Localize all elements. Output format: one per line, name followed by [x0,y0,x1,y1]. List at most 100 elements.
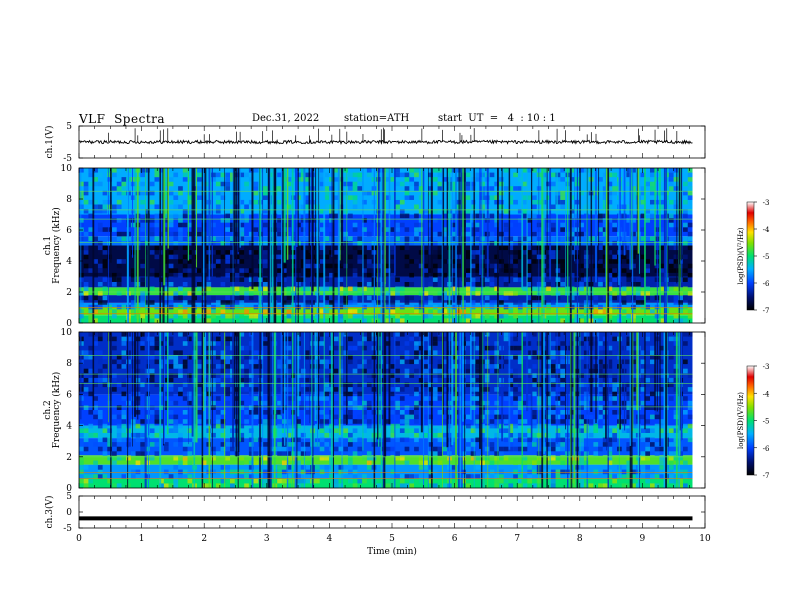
psd-cell [348,195,353,200]
psd-cell [494,423,500,429]
psd-cell [466,446,471,452]
psd-cell [470,263,476,269]
x-tick-label: 0 [76,534,82,544]
psd-cell [277,304,282,310]
psd-cell [348,359,353,365]
psd-cell [583,286,589,292]
psd-cell [116,236,122,241]
psd-cell [555,199,561,205]
psd-cell [357,172,363,178]
psd-cell [678,291,684,296]
psd-cell [248,277,254,282]
psd-cell [569,168,575,173]
psd-cell [409,483,415,488]
psd-cell [546,268,551,273]
psd-cell [475,282,481,287]
psd-cell [187,391,193,397]
y-tick-label: 6 [66,390,72,400]
psd-cell [79,478,84,484]
psd-cell [178,423,183,429]
psd-cell [626,341,632,346]
psd-cell [626,168,632,173]
psd-cell [645,345,651,351]
psd-cell [130,195,136,200]
psd-cell [248,474,254,479]
psd-cell [338,218,344,223]
psd-cell [324,190,330,196]
psd-cell [546,354,551,360]
psd-cell [140,442,146,447]
psd-cell [522,250,528,255]
psd-cell [319,341,325,346]
psd-cell [683,263,688,269]
psd-cell [230,478,235,484]
psd-cell [88,354,94,360]
psd-cell [513,345,518,351]
psd-cell [300,478,306,484]
psd-cell [211,236,216,241]
psd-cell [508,391,514,397]
psd-cell [437,368,443,374]
x-axis-label: Time (min) [367,546,417,557]
psd-cell [499,213,504,219]
psd-cell [168,400,174,406]
psd-cell [475,423,481,429]
psd-cell [286,204,292,210]
psd-cell [503,332,509,337]
y-tick-label: 10 [61,164,73,174]
psd-cell [423,469,429,475]
psd-cell [197,186,202,191]
psd-cell [248,382,254,388]
psd-cell [319,181,325,187]
psd-cell [333,377,339,383]
psd-cell [414,405,419,410]
psd-cell [145,414,150,420]
psd-cell [130,168,136,173]
psd-cell [546,172,551,178]
psd-cell [631,387,636,392]
psd-cell [305,286,311,292]
psd-cell [281,263,287,269]
y-tick-label: 6 [66,226,72,236]
colorbar-label: log(PSD)(V²/Hz) [737,227,745,284]
psd-cell [532,231,537,237]
psd-cell [631,309,636,314]
psd-cell [390,245,396,251]
psd-cell [296,419,301,424]
psd-cell [395,377,400,383]
psd-cell [550,469,556,475]
psd-cell [343,332,349,337]
psd-cell [550,172,556,178]
psd-cell [168,474,174,479]
psd-cell [640,186,646,191]
psd-cell [513,474,518,479]
psd-cell [211,396,216,401]
psd-cell [404,245,410,251]
psd-cell [517,318,523,323]
psd-cell [650,483,655,488]
psd-cell [409,272,415,278]
psd-cell [640,227,646,232]
psd-cell [678,455,684,461]
psd-cell [300,204,306,210]
psd-cell [418,291,424,296]
psd-cell [470,204,476,210]
psd-cell [385,168,391,173]
psd-cell [277,186,282,191]
psd-cell [163,382,169,388]
psd-cell [79,272,84,278]
psd-cell [621,483,627,488]
psd-cell [348,345,353,351]
psd-cell [130,277,136,282]
psd-band-ch1-spectrogram-5 [79,276,693,288]
psd-cell [163,254,169,260]
psd-cell [239,359,245,365]
psd-cell [409,410,415,415]
psd-cell [645,364,651,369]
psd-cell [357,309,363,314]
psd-cell [683,359,688,365]
psd-cell [517,391,523,397]
psd-cell [583,446,589,452]
psd-cell [583,259,589,264]
psd-cell [168,336,174,342]
